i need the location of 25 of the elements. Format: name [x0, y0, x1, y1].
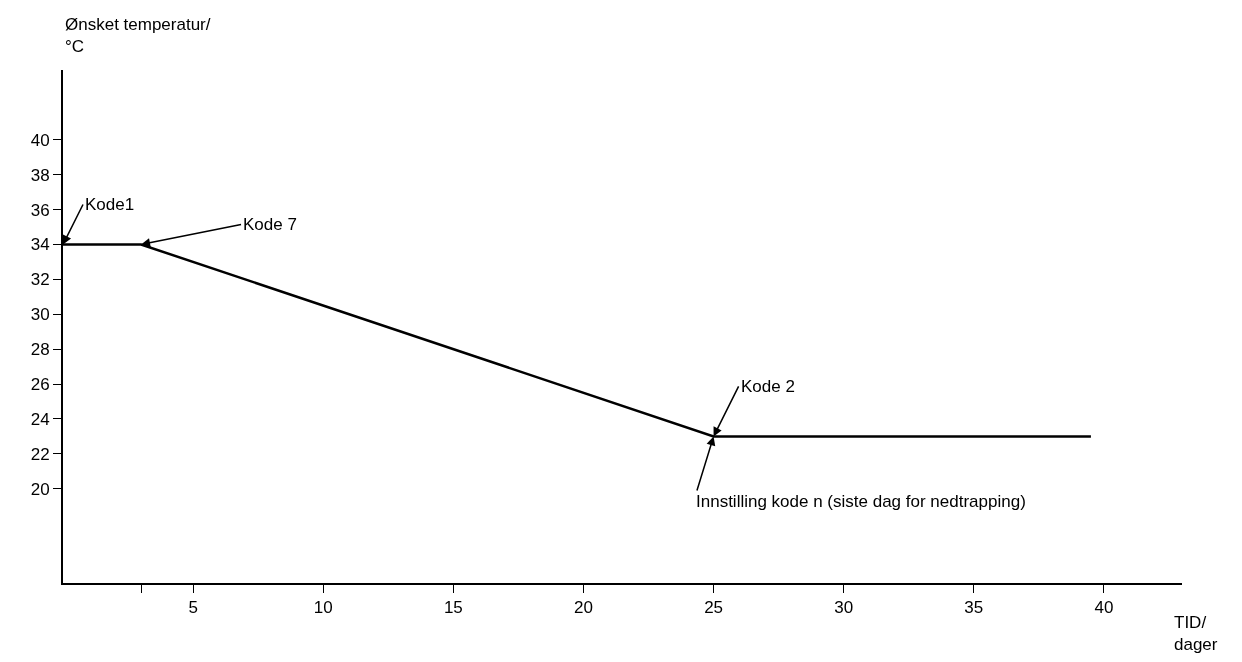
x-tick-label: 5 — [188, 598, 198, 618]
y-axis-title: Ønsket temperatur/ °C — [65, 15, 211, 57]
x-tick-label: 20 — [574, 598, 593, 618]
x-tick-label: 25 — [704, 598, 724, 618]
y-tick-label: 30 — [30, 305, 50, 325]
y-tick-label: 20 — [30, 479, 50, 499]
y-tick-label: 28 — [30, 340, 50, 360]
x-tick-label: 15 — [443, 598, 463, 618]
y-tick-label: 32 — [30, 270, 50, 290]
y-tick-label: 40 — [30, 130, 50, 150]
x-tick-label: 35 — [964, 598, 984, 618]
annotation: Innstilling kode n (siste dag for nedtrapping) — [696, 492, 1026, 511]
x-tick-label: 40 — [1094, 598, 1114, 618]
y-tick-label: 22 — [30, 444, 50, 464]
x-tick-label: 10 — [313, 598, 333, 618]
annotation: Kode1 — [85, 195, 135, 214]
y-tick-label: 34 — [30, 235, 50, 255]
annotation: Kode 7 — [243, 215, 297, 234]
x-tick-label: 30 — [834, 598, 854, 618]
annotation: Kode 2 — [741, 377, 795, 396]
y-tick-label: 38 — [30, 165, 50, 185]
y-tick-label: 24 — [30, 409, 50, 429]
y-tick-label: 26 — [30, 375, 50, 395]
x-axis-title: TID/ dager — [1174, 613, 1218, 655]
y-tick-label: 36 — [30, 200, 50, 220]
